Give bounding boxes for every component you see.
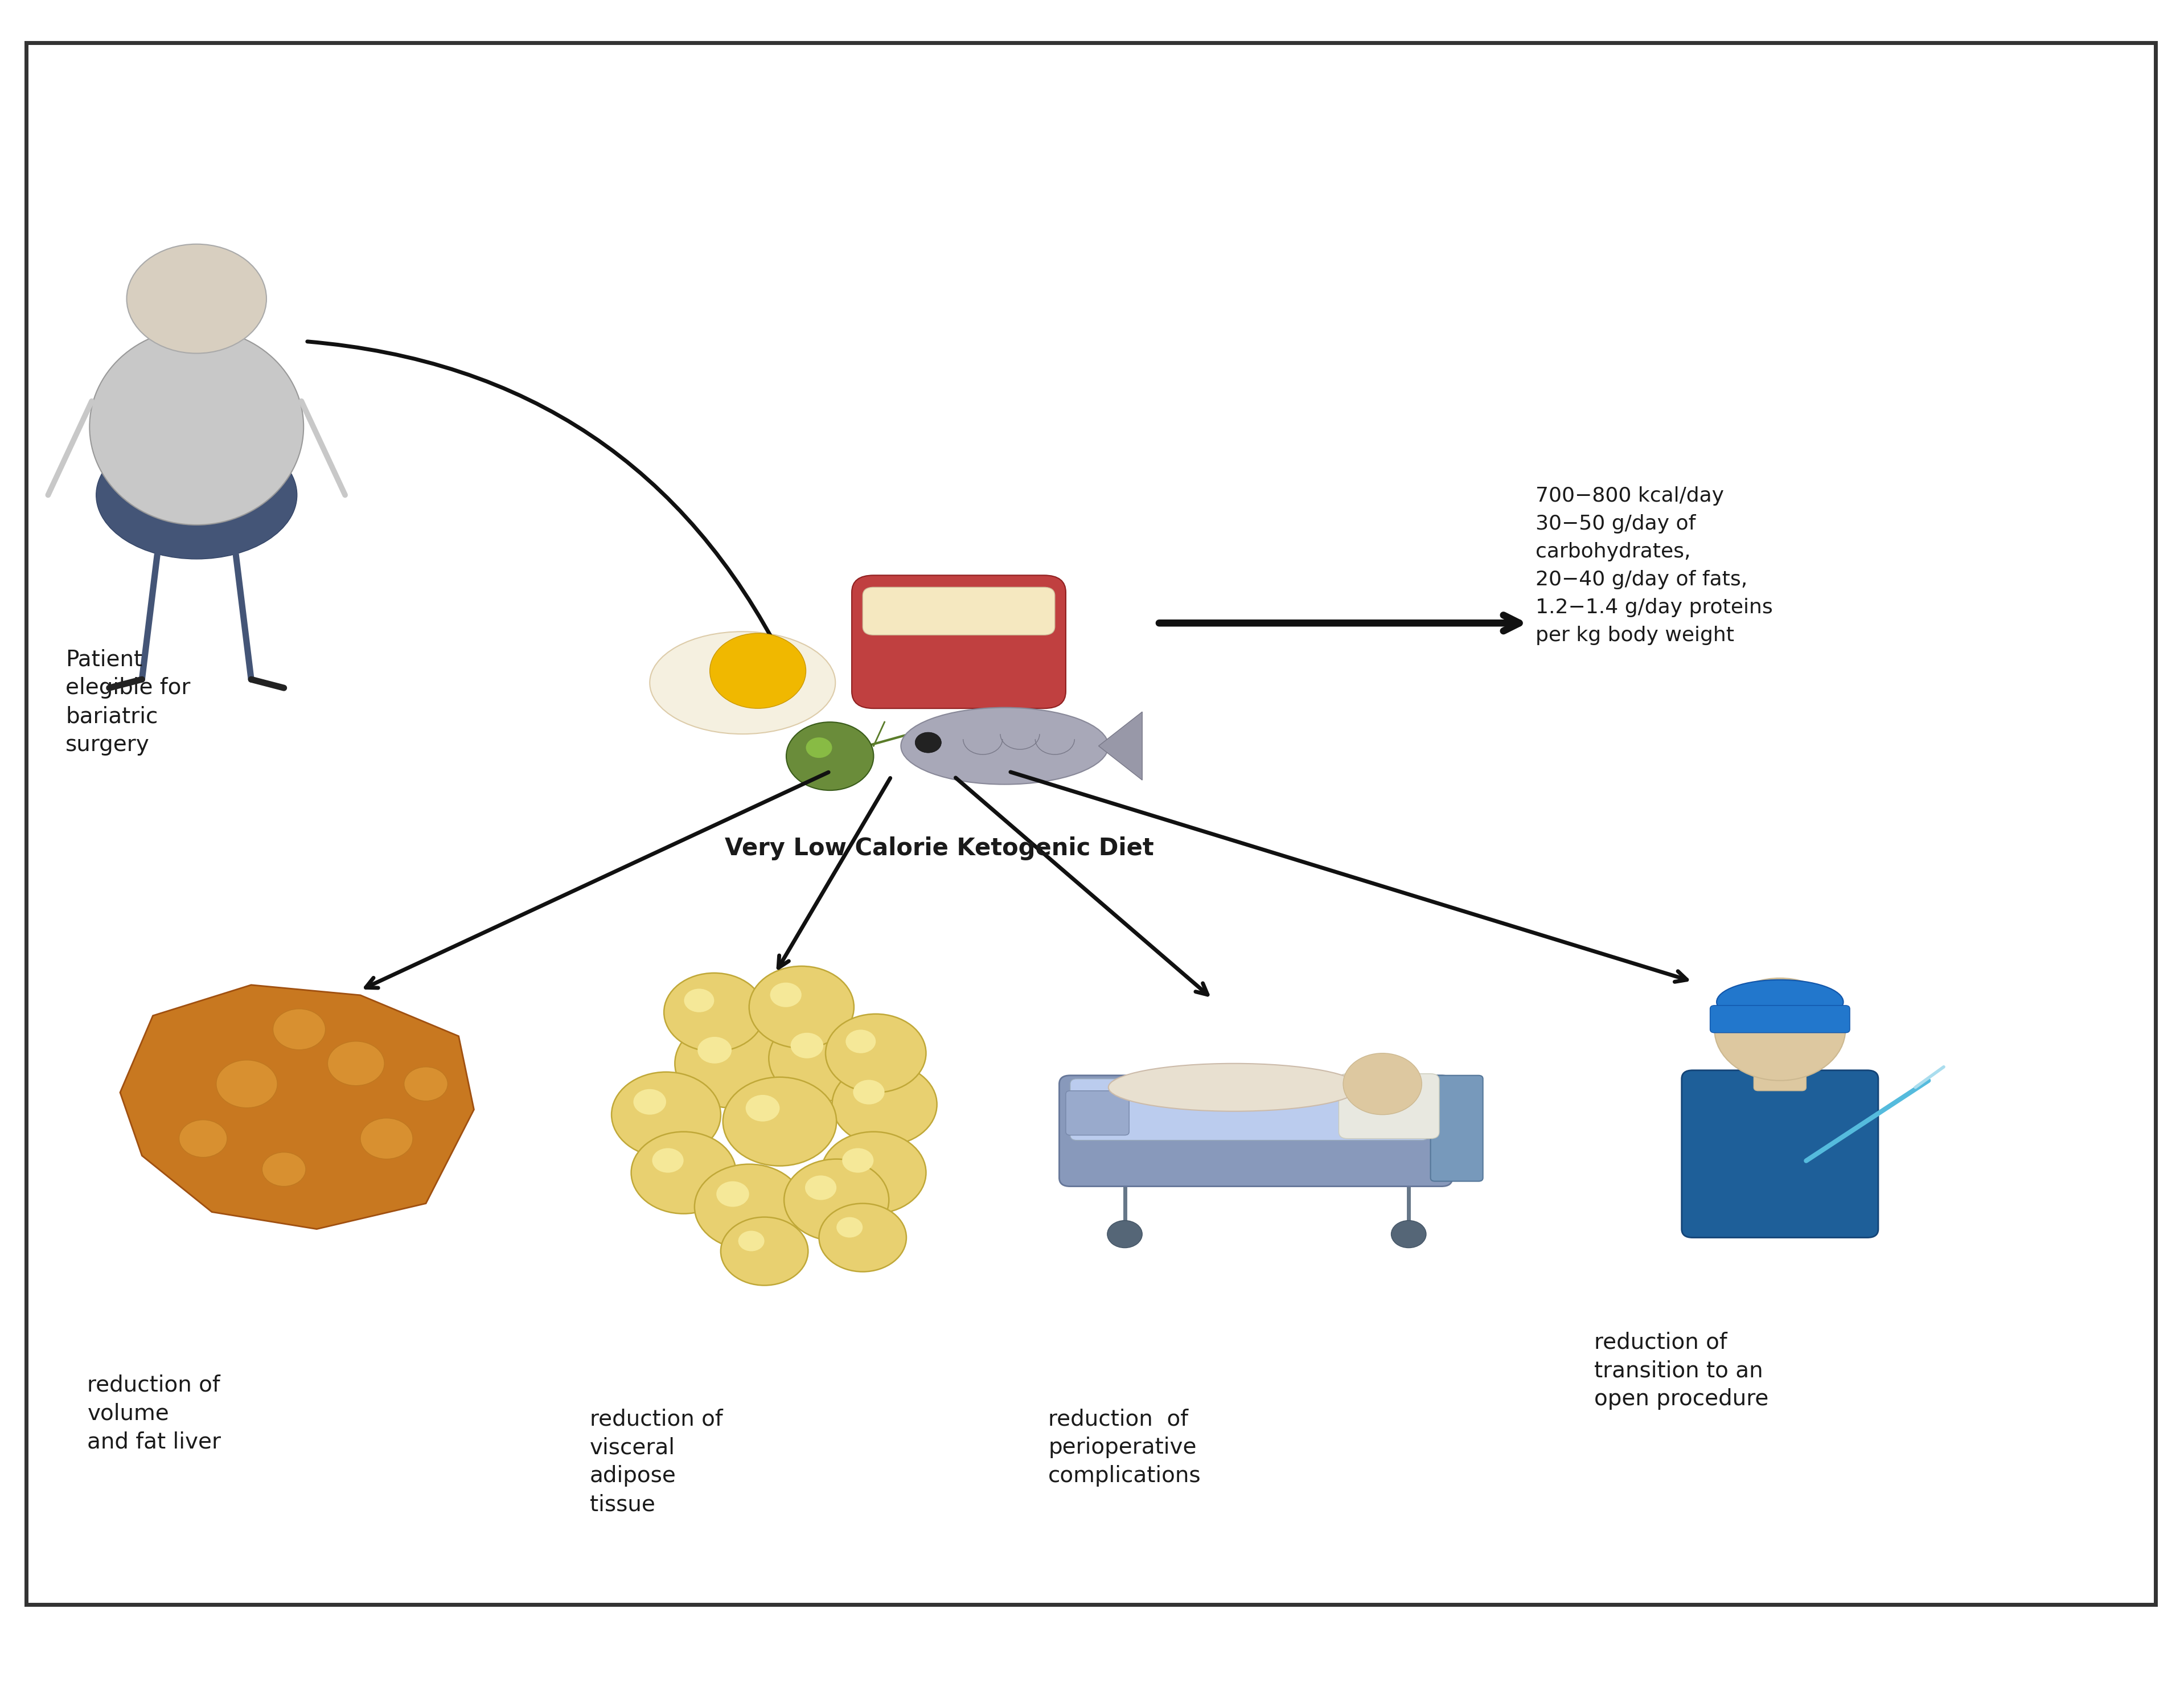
Circle shape [784, 1159, 889, 1241]
FancyBboxPatch shape [1754, 1058, 1806, 1091]
Circle shape [915, 732, 941, 753]
Circle shape [843, 1149, 874, 1173]
Polygon shape [1099, 712, 1142, 780]
Circle shape [716, 1181, 749, 1207]
Text: Patient
elegible for
bariatric
surgery: Patient elegible for bariatric surgery [66, 649, 190, 756]
Circle shape [262, 1152, 306, 1186]
FancyBboxPatch shape [863, 587, 1055, 635]
Circle shape [826, 1014, 926, 1092]
FancyBboxPatch shape [1066, 1091, 1129, 1135]
Circle shape [653, 1149, 684, 1173]
Circle shape [1714, 978, 1845, 1081]
Circle shape [845, 1029, 876, 1053]
Ellipse shape [902, 708, 1109, 785]
Circle shape [612, 1072, 721, 1157]
Ellipse shape [651, 632, 834, 734]
Circle shape [821, 1132, 926, 1214]
Circle shape [675, 1019, 788, 1108]
Circle shape [127, 244, 266, 353]
Circle shape [684, 988, 714, 1012]
Text: 700−800 kcal/day
30−50 g/day of
carbohydrates,
20−40 g/day of fats,
1.2−1.4 g/da: 700−800 kcal/day 30−50 g/day of carbohyd… [1535, 486, 1773, 645]
Circle shape [664, 973, 764, 1052]
Circle shape [806, 1176, 836, 1200]
Text: reduction of
transition to an
open procedure: reduction of transition to an open proce… [1594, 1331, 1769, 1410]
Circle shape [769, 1016, 878, 1101]
FancyBboxPatch shape [1431, 1075, 1483, 1181]
Text: reduction of
volume
and fat liver: reduction of volume and fat liver [87, 1374, 221, 1453]
FancyBboxPatch shape [1059, 1075, 1452, 1186]
FancyBboxPatch shape [1339, 1074, 1439, 1139]
Circle shape [806, 737, 832, 758]
Ellipse shape [1107, 1063, 1358, 1111]
FancyBboxPatch shape [1682, 1070, 1878, 1238]
Circle shape [216, 1060, 277, 1108]
Circle shape [404, 1067, 448, 1101]
Circle shape [179, 1120, 227, 1157]
Circle shape [854, 1081, 885, 1104]
Circle shape [697, 1036, 732, 1063]
Circle shape [1391, 1221, 1426, 1248]
Circle shape [832, 1063, 937, 1145]
Circle shape [273, 1009, 325, 1050]
Circle shape [819, 1203, 906, 1272]
Ellipse shape [1717, 980, 1843, 1024]
FancyBboxPatch shape [852, 575, 1066, 708]
FancyBboxPatch shape [1710, 1005, 1850, 1033]
Circle shape [695, 1164, 804, 1250]
Text: reduction of
visceral
adipose
tissue: reduction of visceral adipose tissue [590, 1408, 723, 1516]
Circle shape [786, 722, 874, 790]
Circle shape [771, 983, 802, 1007]
Circle shape [631, 1132, 736, 1214]
Circle shape [721, 1217, 808, 1285]
Circle shape [710, 633, 806, 708]
Circle shape [745, 1094, 780, 1121]
FancyBboxPatch shape [26, 43, 2156, 1605]
Circle shape [1107, 1221, 1142, 1248]
Ellipse shape [90, 328, 304, 526]
Circle shape [738, 1231, 764, 1251]
Text: reduction  of
perioperative
complications: reduction of perioperative complications [1048, 1408, 1201, 1487]
Ellipse shape [96, 432, 297, 560]
Circle shape [328, 1041, 384, 1086]
Circle shape [723, 1077, 836, 1166]
Text: Very Low Calorie Ketogenic Diet: Very Low Calorie Ketogenic Diet [725, 836, 1153, 860]
Circle shape [791, 1033, 823, 1058]
FancyBboxPatch shape [1070, 1079, 1428, 1140]
Polygon shape [120, 985, 474, 1229]
Circle shape [836, 1217, 863, 1238]
Circle shape [1343, 1053, 1422, 1115]
Circle shape [360, 1118, 413, 1159]
Circle shape [633, 1089, 666, 1115]
Circle shape [749, 966, 854, 1048]
